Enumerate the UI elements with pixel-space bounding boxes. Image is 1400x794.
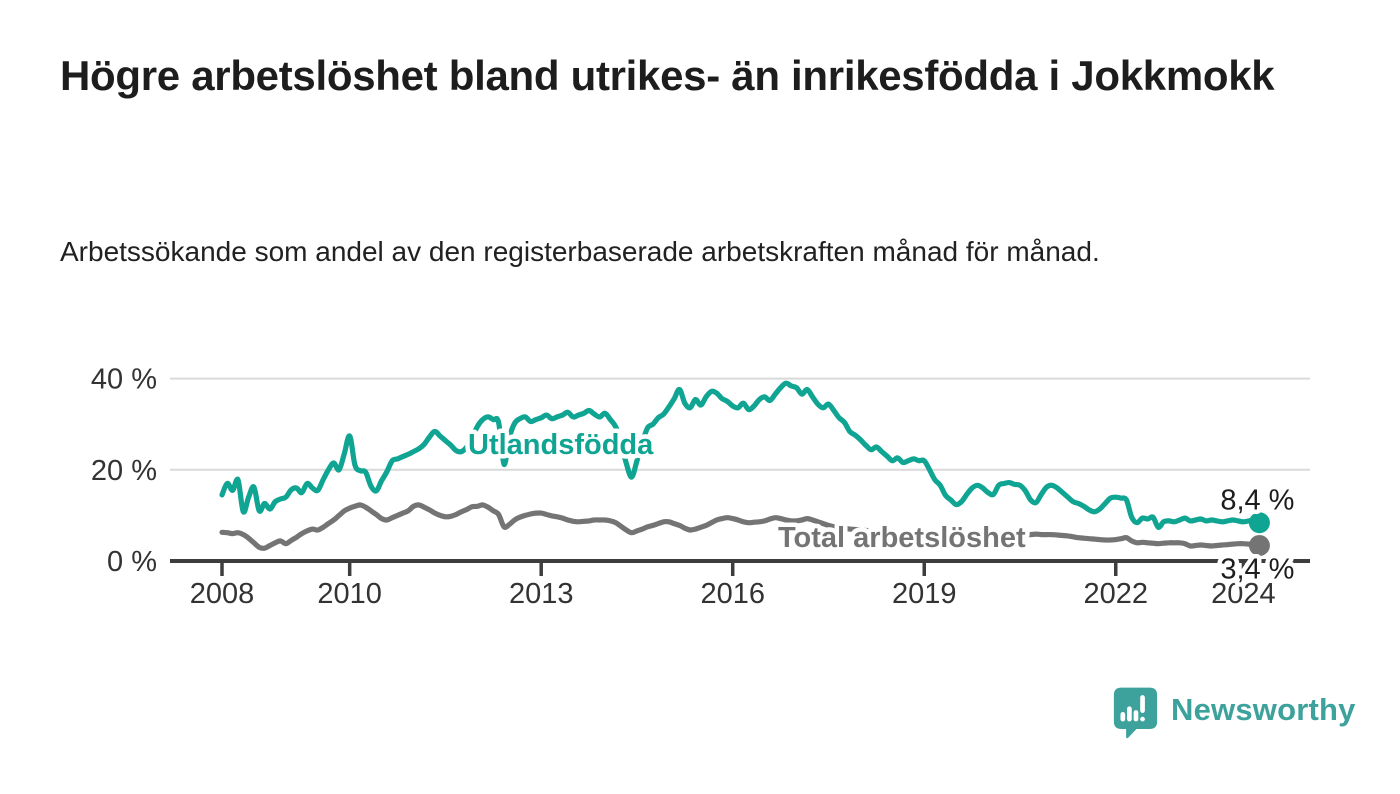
y-tick-label-20pct: 20 %	[91, 455, 157, 487]
y-tick-label-0pct: 0 %	[107, 546, 157, 578]
line-chart: 2008 2010 2013 2016 2019 2022 2024 0 % 20 % 40 % U…	[0, 348, 1400, 660]
page-title: Högre arbetslöshet bland utrikes- än inr…	[60, 52, 1275, 99]
newsworthy-speech-bubble-bar-chart-icon	[1113, 687, 1158, 739]
page-subtitle: Arbetssökande som andel av den registerb…	[60, 236, 1100, 267]
x-tick-label-2010: 2010	[317, 578, 382, 610]
series-label-total-arbetsloshet: Total arbetslöshet	[778, 522, 1026, 554]
series-end-dot-total-arbetsloshet	[1248, 534, 1270, 556]
x-tick-label-2019: 2019	[892, 578, 957, 610]
newsworthy-logo: Newsworthy	[1112, 684, 1356, 742]
line-chart-svg: 2008 2010 2013 2016 2019 2022 2024 0 % 20 % 40 % U…	[91, 364, 1310, 610]
x-tick-label-2024: 2024	[1211, 578, 1276, 610]
series-line-total-arbetsloshet	[219, 502, 1262, 551]
x-tick-label-2008: 2008	[190, 578, 255, 610]
series-end-dot-utlandsfodda	[1248, 512, 1270, 534]
y-tick-label-40pct: 40 %	[91, 364, 157, 396]
newsworthy-wordmark: Newsworthy	[1171, 691, 1356, 727]
x-tick-label-2022: 2022	[1084, 578, 1149, 610]
x-tick-label-2016: 2016	[700, 578, 765, 610]
x-tick-label-2013: 2013	[509, 578, 574, 610]
end-value-label-total-arbetsloshet: 3,4 %	[1220, 553, 1294, 585]
end-value-label-utlandsfodda: 8,4 %	[1220, 485, 1294, 517]
series-label-utlandsfodda: Utlandsfödda	[468, 429, 654, 461]
series-line-utlandsfodda	[219, 380, 1262, 530]
